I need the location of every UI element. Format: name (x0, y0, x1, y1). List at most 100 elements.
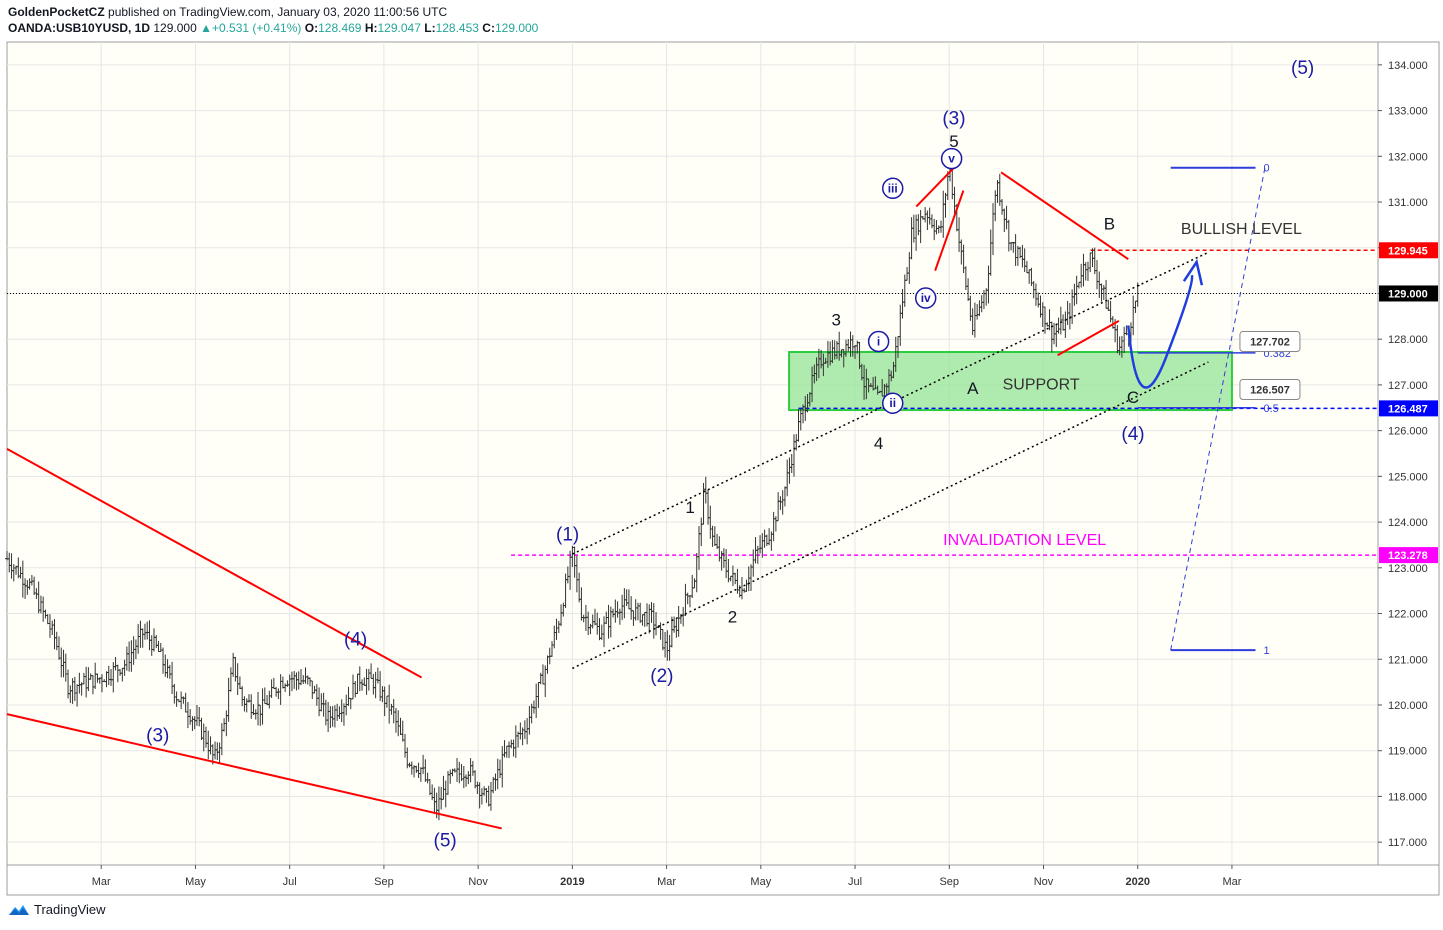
wave-label: 4 (874, 434, 883, 453)
y-tick-label: 117.000 (1388, 837, 1427, 849)
fib-level-label: 1 (1264, 645, 1270, 657)
wave-label: B (1104, 214, 1115, 233)
price-line-tag (1379, 400, 1438, 417)
time-axis-bg (6, 864, 1440, 896)
wave-circle-label: iii (888, 181, 898, 195)
x-tick-label: Nov (468, 876, 488, 888)
price-change: +0.531 (+0.41%) (212, 21, 302, 35)
plot-background (6, 41, 1379, 866)
wave-label: (1) (556, 524, 579, 545)
price-line-label: 129.945 (1388, 245, 1428, 257)
y-tick-label: 133.000 (1388, 106, 1428, 118)
triangle-upper-line (1000, 171, 1129, 261)
zones: SUPPORT (788, 350, 1233, 412)
wave-label: (5) (1291, 58, 1314, 79)
annotation-label: BULLISH LEVEL (1181, 221, 1302, 238)
footer-brand: TradingView (34, 902, 106, 917)
wave-label: C (1127, 388, 1139, 407)
x-tick-label: 2019 (560, 876, 584, 888)
y-tick-label: 131.000 (1388, 197, 1428, 209)
fib-diagonal-line (1170, 167, 1266, 651)
projection-curve (1127, 274, 1194, 389)
x-tick-label: May (185, 876, 206, 888)
diagonal-line (915, 167, 955, 208)
x-tick-label: Sep (374, 876, 394, 888)
ohlc-bars (5, 160, 1140, 821)
y-tick-label: 122.000 (1388, 609, 1428, 621)
wave-label: (2) (650, 666, 673, 687)
support-zone (788, 350, 1233, 412)
wave-circle (940, 147, 963, 170)
y-tick-label: 125.000 (1388, 471, 1428, 483)
triangle-lower-line (1057, 320, 1120, 357)
x-tick-label: Mar (92, 876, 111, 888)
x-tick-label: Mar (1222, 876, 1241, 888)
wave-circle (881, 177, 904, 200)
wave-label: (4) (1121, 424, 1144, 445)
x-tick-label: Mar (657, 876, 676, 888)
y-tick-label: 120.000 (1388, 700, 1428, 712)
wave-circle-label: i (877, 334, 880, 348)
wave-circle (914, 287, 937, 309)
projection-arrow-icon (1182, 258, 1204, 286)
price-line-tag (1379, 285, 1438, 302)
publish-info: published on TradingView.com, January 03… (108, 5, 448, 19)
wave-labels: BULLISH LEVEL INVALIDATION LEVEL (5) (3) 5 B 3… (146, 58, 1314, 852)
y-tick-label: 127.000 (1388, 380, 1428, 392)
price-line-tag (1379, 547, 1438, 564)
y-tick-label: 118.000 (1388, 791, 1427, 803)
tradingview-footer[interactable]: TradingView (8, 902, 106, 917)
price-callout-label: 126.507 (1250, 384, 1290, 396)
price-axis[interactable]: 117.000 118.000 119.000 120.000 121.000 122.0… (1377, 41, 1440, 866)
y-tick-label: 119.000 (1388, 746, 1427, 758)
wedge-upper-line (6, 448, 423, 679)
wave-label: A (967, 379, 979, 398)
chart-header: GoldenPocketCZ published on TradingView.… (8, 4, 538, 36)
wave-label: 5 (949, 132, 958, 151)
price-axis-bg (1377, 41, 1440, 866)
y-tick-label: 132.000 (1388, 151, 1428, 163)
high-value: 129.047 (377, 21, 421, 35)
wave-circle-label: v (948, 152, 955, 166)
price-line-label: 129.000 (1388, 288, 1428, 300)
close-label: C: (482, 21, 495, 35)
y-tick-label: 121.000 (1388, 654, 1428, 666)
low-value: 128.453 (435, 21, 479, 35)
price-callout-box (1239, 330, 1301, 352)
x-tick-label: 2020 (1125, 876, 1149, 888)
wave-circle-label: iv (921, 291, 931, 305)
wave-circle-label: ii (889, 396, 896, 410)
wave-label: (3) (942, 108, 965, 129)
fib-level-label: 0.5 (1264, 403, 1279, 415)
high-label: H: (364, 21, 378, 35)
low-label: L: (424, 21, 436, 35)
wave-label: 3 (831, 310, 840, 329)
x-tick-label: Sep (939, 876, 959, 888)
diagonal-line (934, 190, 965, 271)
last-price: 129.000 (153, 21, 197, 35)
x-tick-label: Jul (283, 876, 297, 888)
price-line-tag (1379, 242, 1438, 259)
y-tick-label: 126.000 (1388, 426, 1428, 438)
close-value: 129.000 (494, 21, 539, 35)
y-tick-label: 128.000 (1388, 334, 1428, 346)
price-line-label: 126.487 (1388, 403, 1428, 415)
price-callout-label: 127.702 (1250, 336, 1290, 348)
x-tick-label: Nov (1034, 876, 1054, 888)
y-tick-label: 134.000 (1388, 60, 1428, 72)
wave-label: (5) (434, 831, 457, 852)
symbol-name[interactable]: OANDA:USB10YUSD, 1D (8, 21, 151, 35)
author-name[interactable]: GoldenPocketCZ (8, 5, 105, 19)
support-label: SUPPORT (1003, 376, 1080, 393)
wave-label: (3) (146, 726, 169, 747)
x-tick-label: May (750, 876, 771, 888)
time-axis[interactable]: Mar May Jul Sep Nov 2019 Mar May Jul Sep Nov 2020 Ma… (6, 864, 1440, 896)
change-up-icon: ▲ (200, 21, 212, 35)
symbol-line: OANDA:USB10YUSD, 1D 129.000 ▲+0.531 (+0.… (8, 20, 538, 36)
tradingview-logo-icon (9, 904, 29, 915)
y-tick-label: 123.000 (1388, 563, 1428, 575)
wave-label: (4) (344, 630, 367, 651)
open-value: 128.469 (318, 21, 362, 35)
wave-circle (867, 330, 890, 353)
